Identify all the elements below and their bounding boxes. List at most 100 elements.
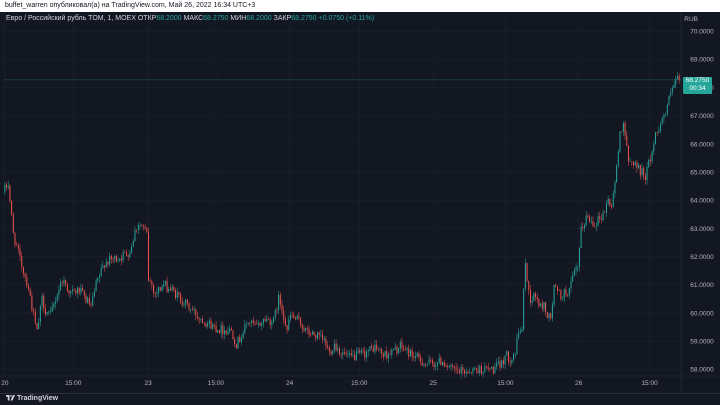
candle-body: [352, 354, 354, 356]
candle-body: [660, 124, 662, 131]
candle-body: [399, 342, 401, 348]
candle-body: [60, 282, 62, 290]
candle-body: [634, 162, 636, 165]
legend-open-label: ОТКР: [137, 15, 157, 22]
tradingview-brand[interactable]: TradingView: [6, 395, 58, 402]
candle-body: [78, 287, 80, 293]
candle-body: [107, 262, 109, 265]
candle-body: [283, 310, 285, 320]
candle-body: [514, 353, 516, 355]
candle-body: [349, 353, 351, 355]
y-tick-label: 63.0000: [690, 226, 714, 233]
y-tick-label: 69.0000: [690, 57, 714, 64]
candle-body: [415, 356, 417, 358]
candle-body: [573, 270, 575, 275]
candle-body: [464, 370, 466, 374]
candle-body: [212, 324, 214, 329]
candle-body: [38, 322, 40, 330]
candle-body: [315, 334, 317, 339]
candle-body: [303, 328, 305, 331]
candle-body: [39, 305, 41, 323]
candle-body: [556, 286, 558, 291]
candle-body: [431, 360, 433, 364]
candle-body: [670, 92, 672, 96]
candle-body: [104, 265, 106, 268]
bar-countdown: 00:34: [689, 85, 706, 92]
candle-body: [200, 318, 202, 320]
legend-close-value: 68.2750: [291, 15, 317, 22]
candle-body: [213, 324, 215, 327]
candle-body: [124, 252, 126, 253]
candle-body: [496, 362, 498, 367]
candle-body: [171, 287, 173, 291]
candle-body: [411, 350, 413, 357]
candle-body: [134, 229, 136, 242]
candle-body: [643, 167, 645, 176]
candle-body: [31, 295, 33, 311]
candle-body: [218, 330, 220, 333]
candle-body: [661, 117, 663, 125]
candle-body: [442, 362, 444, 366]
candle-body: [313, 331, 315, 335]
candle-body: [119, 258, 121, 262]
candle-body: [605, 203, 607, 213]
candle-body: [335, 343, 337, 351]
candle-body: [379, 348, 381, 350]
candle-body: [49, 311, 51, 312]
candle-body: [178, 292, 180, 295]
candle-body: [259, 322, 261, 326]
candle-body: [274, 310, 276, 318]
candle-body: [616, 165, 618, 183]
candle-body: [509, 361, 511, 363]
candle-body: [453, 366, 455, 368]
candle-body: [286, 325, 288, 330]
candle-body: [609, 198, 611, 207]
candle-body: [53, 303, 55, 308]
candle-body: [93, 291, 95, 297]
candle-body: [426, 363, 428, 365]
candle-body: [158, 287, 160, 293]
candle-body: [567, 294, 569, 296]
candle-body: [154, 292, 156, 294]
currency-label[interactable]: RUB: [684, 16, 698, 23]
chart-area[interactable]: 58.0000 59.0000 60.0000 61.0000 62.0000 63.00…: [0, 12, 720, 393]
candlestick-chart[interactable]: 58.0000 59.0000 60.0000 61.0000 62.0000 63.00…: [0, 12, 720, 393]
candle-body: [501, 360, 503, 368]
x-tick-label: 25: [429, 380, 437, 387]
candle-body: [629, 161, 631, 163]
x-tick-label: 23: [145, 380, 153, 387]
candle-body: [638, 164, 640, 169]
x-tick-label: 24: [286, 380, 294, 387]
candle-body: [666, 104, 668, 115]
candle-body: [207, 323, 209, 327]
candle-body: [73, 289, 75, 291]
candle-body: [558, 290, 560, 291]
candle-body: [668, 95, 670, 105]
candle-body: [421, 361, 423, 366]
candle-body: [95, 280, 97, 292]
candle-body: [602, 212, 604, 220]
candle-body: [305, 328, 307, 331]
candle-body: [27, 286, 30, 290]
candle-body: [34, 311, 36, 324]
candle-body: [529, 290, 531, 303]
candle-body: [362, 350, 364, 351]
candle-body: [458, 370, 460, 374]
candle-body: [267, 318, 269, 320]
candle-body: [589, 216, 591, 222]
candle-body: [423, 364, 425, 366]
candle-body: [183, 304, 185, 306]
candle-body: [300, 317, 302, 325]
candle-body: [144, 226, 146, 229]
candle-body: [359, 350, 361, 353]
x-tick-label: 15:00: [497, 380, 514, 387]
candle-body: [597, 216, 599, 226]
candle-body: [136, 229, 138, 231]
candle-body: [425, 364, 427, 365]
candle-body: [168, 288, 170, 292]
candle-body: [354, 354, 356, 361]
candle-body: [671, 87, 673, 93]
candle-body: [122, 252, 124, 261]
candle-body: [224, 330, 226, 335]
candle-body: [487, 367, 489, 369]
